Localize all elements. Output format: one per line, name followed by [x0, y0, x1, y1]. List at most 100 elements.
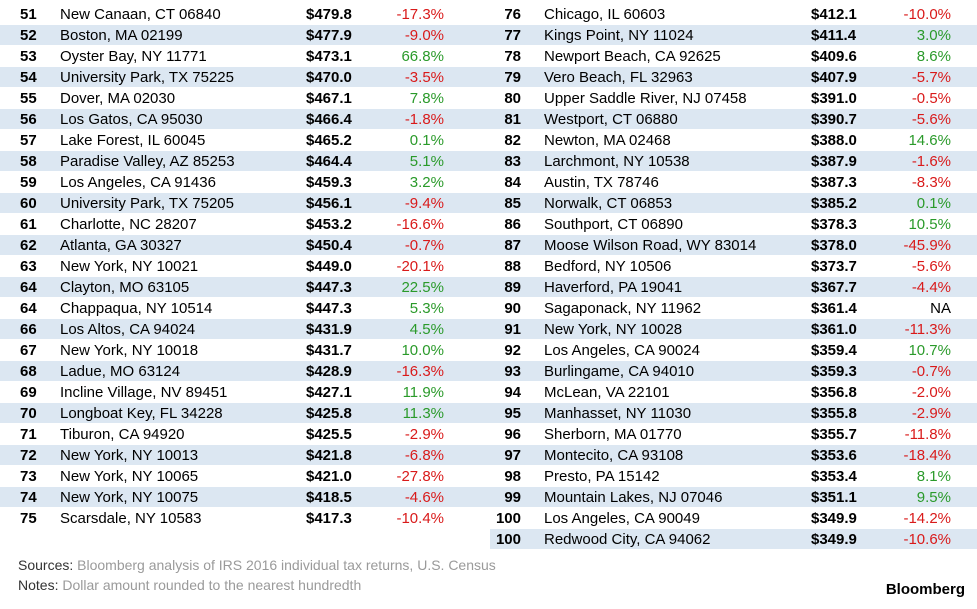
table-row: 58 Paradise Valley, AZ 85253 $464.4 5.1%	[0, 151, 490, 172]
city-cell: Westport, CT 06880	[544, 111, 678, 128]
rank-cell: 56	[20, 111, 37, 128]
city-cell: Ladue, MO 63124	[60, 363, 181, 380]
footer: Sources: Bloomberg analysis of IRS 2016 …	[0, 553, 977, 609]
table-right-column: 76 Chicago, IL 60603 $412.1 -10.0% 77 Kings P…	[490, 4, 977, 550]
city-cell: Austin, TX 78746	[544, 174, 659, 191]
change-cell: -10.6%	[903, 531, 951, 548]
income-cell: $447.3	[306, 279, 352, 296]
income-cell: $447.3	[306, 300, 352, 317]
sources-note: Sources: Bloomberg analysis of IRS 2016 …	[18, 557, 496, 573]
change-cell: -0.5%	[911, 90, 951, 107]
city-cell: Chappaqua, NY 10514	[60, 300, 213, 317]
rank-cell: 79	[504, 69, 521, 86]
income-table: 51 New Canaan, CT 06840 $479.8 -17.3% 52 Bost…	[0, 4, 977, 552]
table-row: 66 Los Altos, CA 94024 $431.9 4.5%	[0, 319, 490, 340]
rank-cell: 59	[20, 174, 37, 191]
income-cell: $355.8	[811, 405, 857, 422]
change-cell: 22.5%	[401, 279, 444, 296]
change-cell: -10.0%	[903, 6, 951, 23]
rank-cell: 89	[504, 279, 521, 296]
income-cell: $353.4	[811, 468, 857, 485]
income-cell: $378.3	[811, 216, 857, 233]
income-cell: $449.0	[306, 258, 352, 275]
city-cell: New York, NY 10028	[544, 321, 683, 338]
income-cell: $411.4	[811, 27, 857, 44]
rank-cell: 66	[20, 321, 37, 338]
rank-cell: 90	[504, 300, 521, 317]
rank-cell: 68	[20, 363, 37, 380]
table-row: 69 Incline Village, NV 89451 $427.1 11.9%	[0, 382, 490, 403]
change-cell: NA	[930, 300, 951, 317]
table-row: 57 Lake Forest, IL 60045 $465.2 0.1%	[0, 130, 490, 151]
table-row: 52 Boston, MA 02199 $477.9 -9.0%	[0, 25, 490, 46]
income-cell: $378.0	[811, 237, 857, 254]
city-cell: New York, NY 10013	[60, 447, 199, 464]
table-row: 83 Larchmont, NY 10538 $387.9 -1.6%	[490, 151, 977, 172]
income-cell: $431.9	[306, 321, 352, 338]
income-cell: $431.7	[306, 342, 352, 359]
change-cell: -4.6%	[404, 489, 444, 506]
table-row: 51 New Canaan, CT 06840 $479.8 -17.3%	[0, 4, 490, 25]
change-cell: -11.8%	[904, 426, 951, 443]
income-cell: $473.1	[306, 48, 352, 65]
table-row: 97 Montecito, CA 93108 $353.6 -18.4%	[490, 445, 977, 466]
rank-cell: 57	[20, 132, 37, 149]
bloomberg-logo: Bloomberg	[885, 581, 965, 598]
rank-cell: 94	[504, 384, 521, 401]
table-row: 85 Norwalk, CT 06853 $385.2 0.1%	[490, 193, 977, 214]
table-row: 79 Vero Beach, FL 32963 $407.9 -5.7%	[490, 67, 977, 88]
table-row: 88 Bedford, NY 10506 $373.7 -5.6%	[490, 256, 977, 277]
table-row: 94 McLean, VA 22101 $356.8 -2.0%	[490, 382, 977, 403]
change-cell: 8.6%	[916, 48, 951, 65]
table-row: 56 Los Gatos, CA 95030 $466.4 -1.8%	[0, 109, 490, 130]
city-cell: Clayton, MO 63105	[60, 279, 190, 296]
income-cell: $479.8	[306, 6, 352, 23]
city-cell: Atlanta, GA 30327	[60, 237, 182, 254]
city-cell: Dover, MA 02030	[60, 90, 176, 107]
change-cell: -18.4%	[903, 447, 951, 464]
rank-cell: 81	[504, 111, 521, 128]
city-cell: University Park, TX 75205	[60, 195, 234, 212]
change-cell: 7.8%	[409, 90, 444, 107]
rank-cell: 74	[20, 489, 37, 506]
city-cell: Los Altos, CA 94024	[60, 321, 196, 338]
table-row: 70 Longboat Key, FL 34228 $425.8 11.3%	[0, 403, 490, 424]
city-cell: University Park, TX 75225	[60, 69, 234, 86]
change-cell: -11.3%	[904, 321, 951, 338]
city-cell: Los Gatos, CA 95030	[60, 111, 203, 128]
city-cell: Montecito, CA 93108	[544, 447, 684, 464]
city-cell: New Canaan, CT 06840	[60, 6, 221, 23]
income-cell: $351.1	[811, 489, 857, 506]
rank-cell: 71	[20, 426, 37, 443]
income-cell: $464.4	[306, 153, 352, 170]
rank-cell: 91	[504, 321, 521, 338]
table-row: 53 Oyster Bay, NY 11771 $473.1 66.8%	[0, 46, 490, 67]
table-row: 80 Upper Saddle River, NJ 07458 $391.0 -0.5…	[490, 88, 977, 109]
rank-cell: 73	[20, 468, 37, 485]
city-cell: Redwood City, CA 94062	[544, 531, 711, 548]
change-cell: -5.6%	[911, 111, 951, 128]
city-cell: Larchmont, NY 10538	[544, 153, 690, 170]
table-row: 77 Kings Point, NY 11024 $411.4 3.0%	[490, 25, 977, 46]
change-cell: -14.2%	[903, 510, 951, 527]
rank-cell: 69	[20, 384, 37, 401]
rank-cell: 63	[20, 258, 37, 275]
rank-cell: 96	[504, 426, 521, 443]
income-cell: $388.0	[811, 132, 857, 149]
income-cell: $387.9	[811, 153, 857, 170]
income-cell: $359.4	[811, 342, 857, 359]
change-cell: 5.1%	[409, 153, 444, 170]
city-cell: Paradise Valley, AZ 85253	[60, 153, 235, 170]
change-cell: 66.8%	[401, 48, 444, 65]
city-cell: Los Angeles, CA 91436	[60, 174, 216, 191]
table-left-column: 51 New Canaan, CT 06840 $479.8 -17.3% 52 Bost…	[0, 4, 490, 529]
income-cell: $465.2	[306, 132, 352, 149]
rank-cell: 52	[20, 27, 37, 44]
rank-cell: 88	[504, 258, 521, 275]
city-cell: Haverford, PA 19041	[544, 279, 683, 296]
city-cell: New York, NY 10065	[60, 468, 199, 485]
change-cell: -27.8%	[396, 468, 444, 485]
city-cell: New York, NY 10075	[60, 489, 199, 506]
rank-cell: 97	[504, 447, 521, 464]
income-cell: $361.0	[811, 321, 857, 338]
